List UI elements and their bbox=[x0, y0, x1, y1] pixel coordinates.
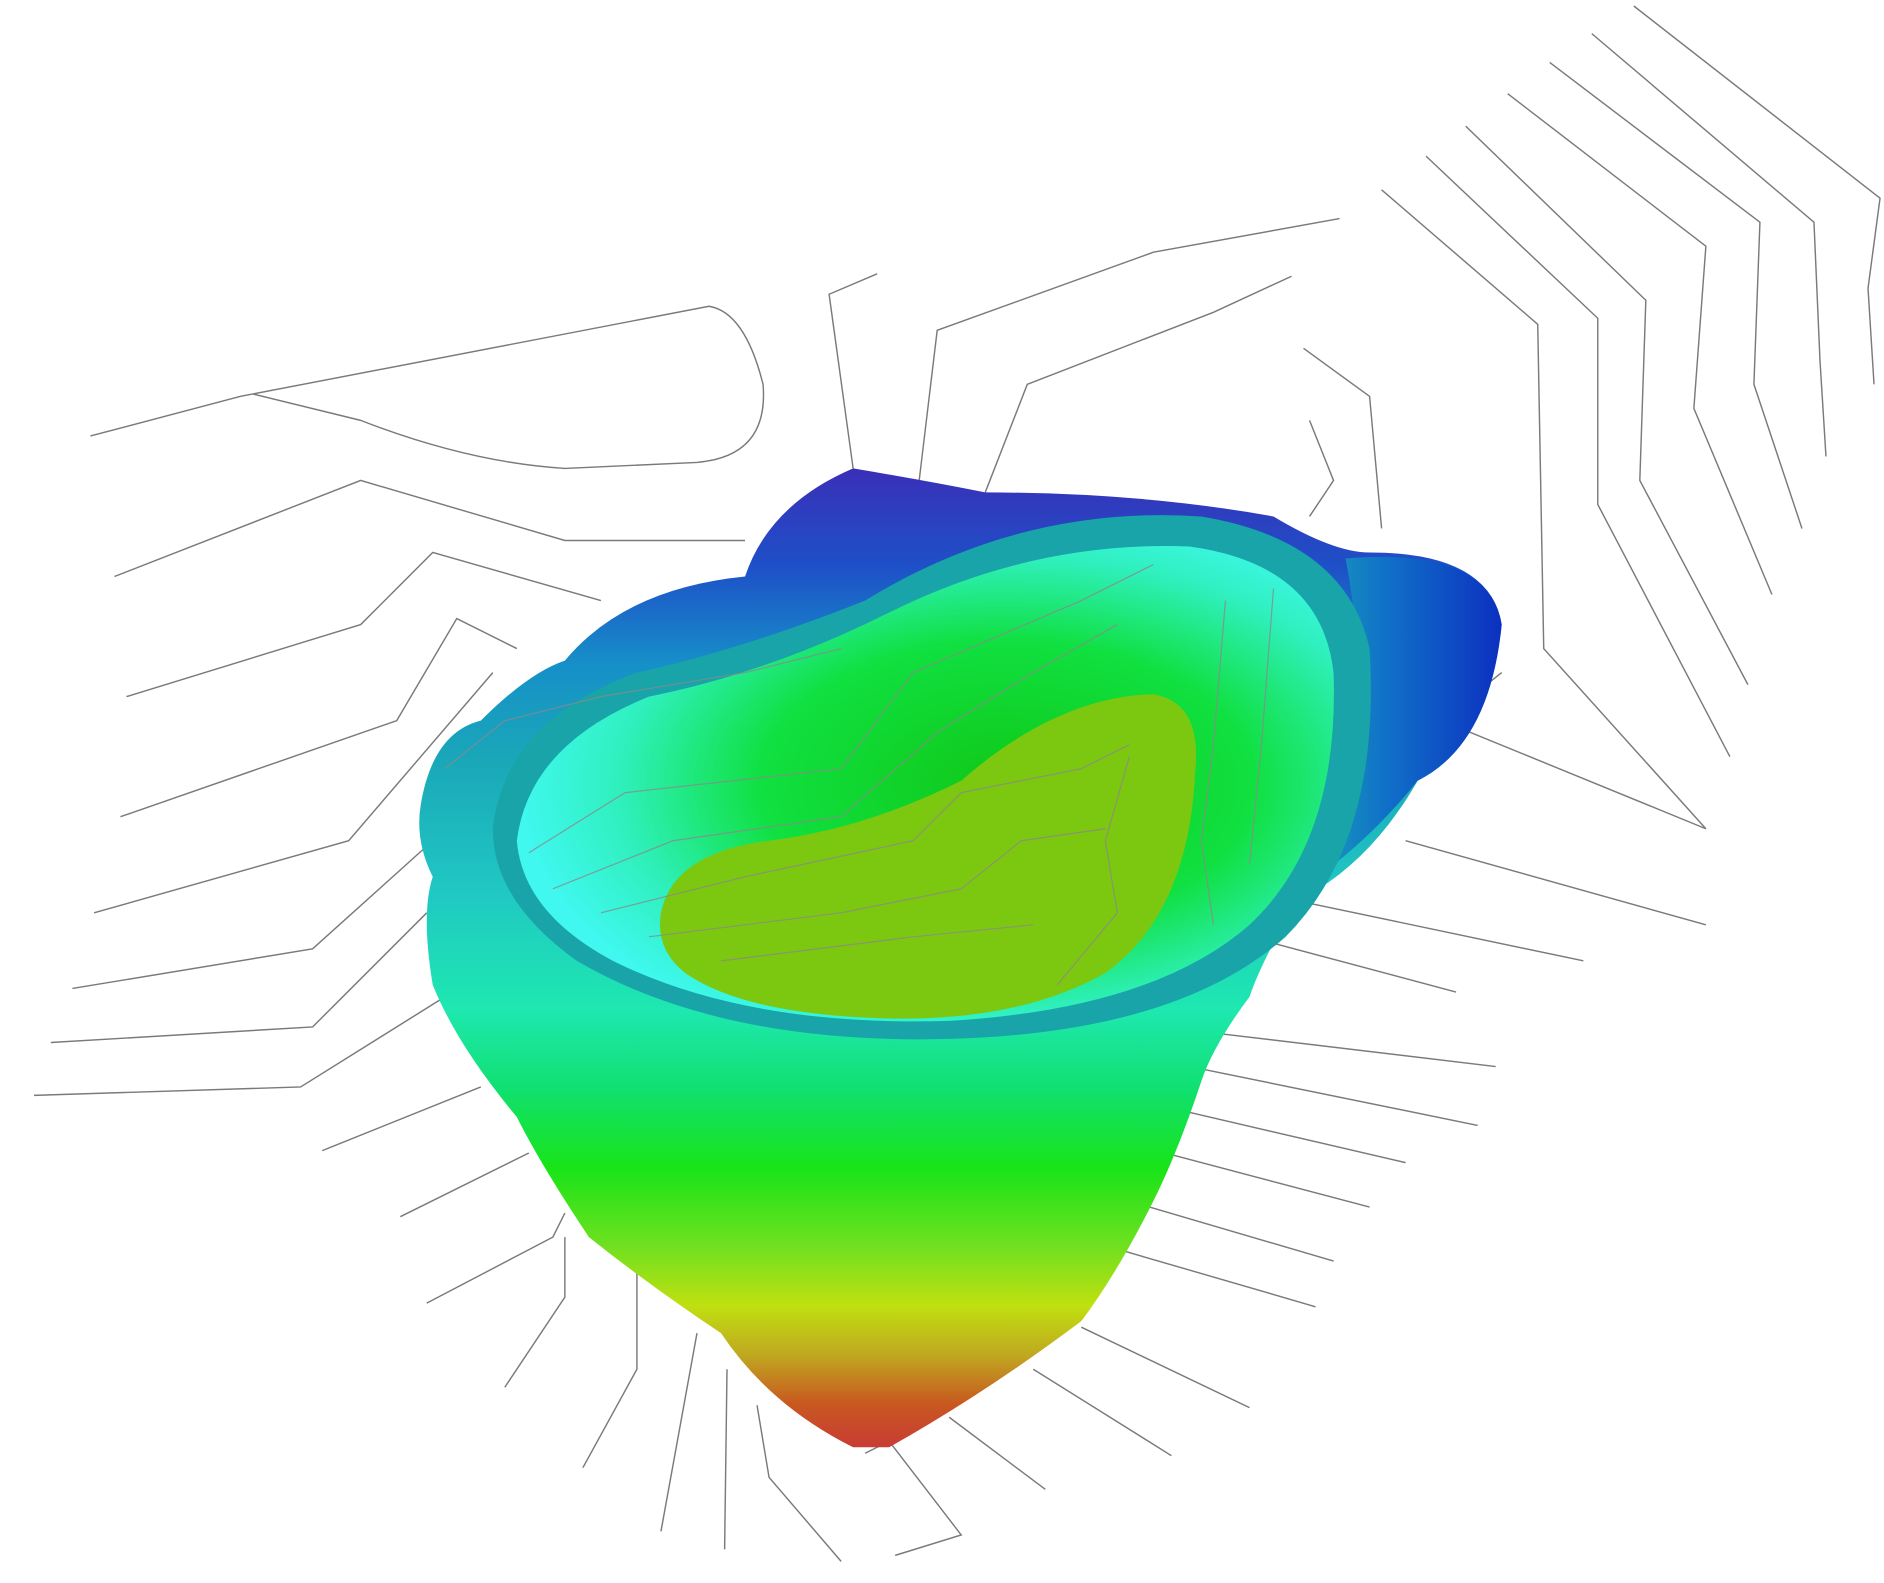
contour-lines bbox=[33, 5, 1881, 1562]
bowl-contours bbox=[444, 563, 1275, 986]
pit-floor bbox=[659, 694, 1197, 1019]
pit-model bbox=[419, 468, 1502, 1448]
